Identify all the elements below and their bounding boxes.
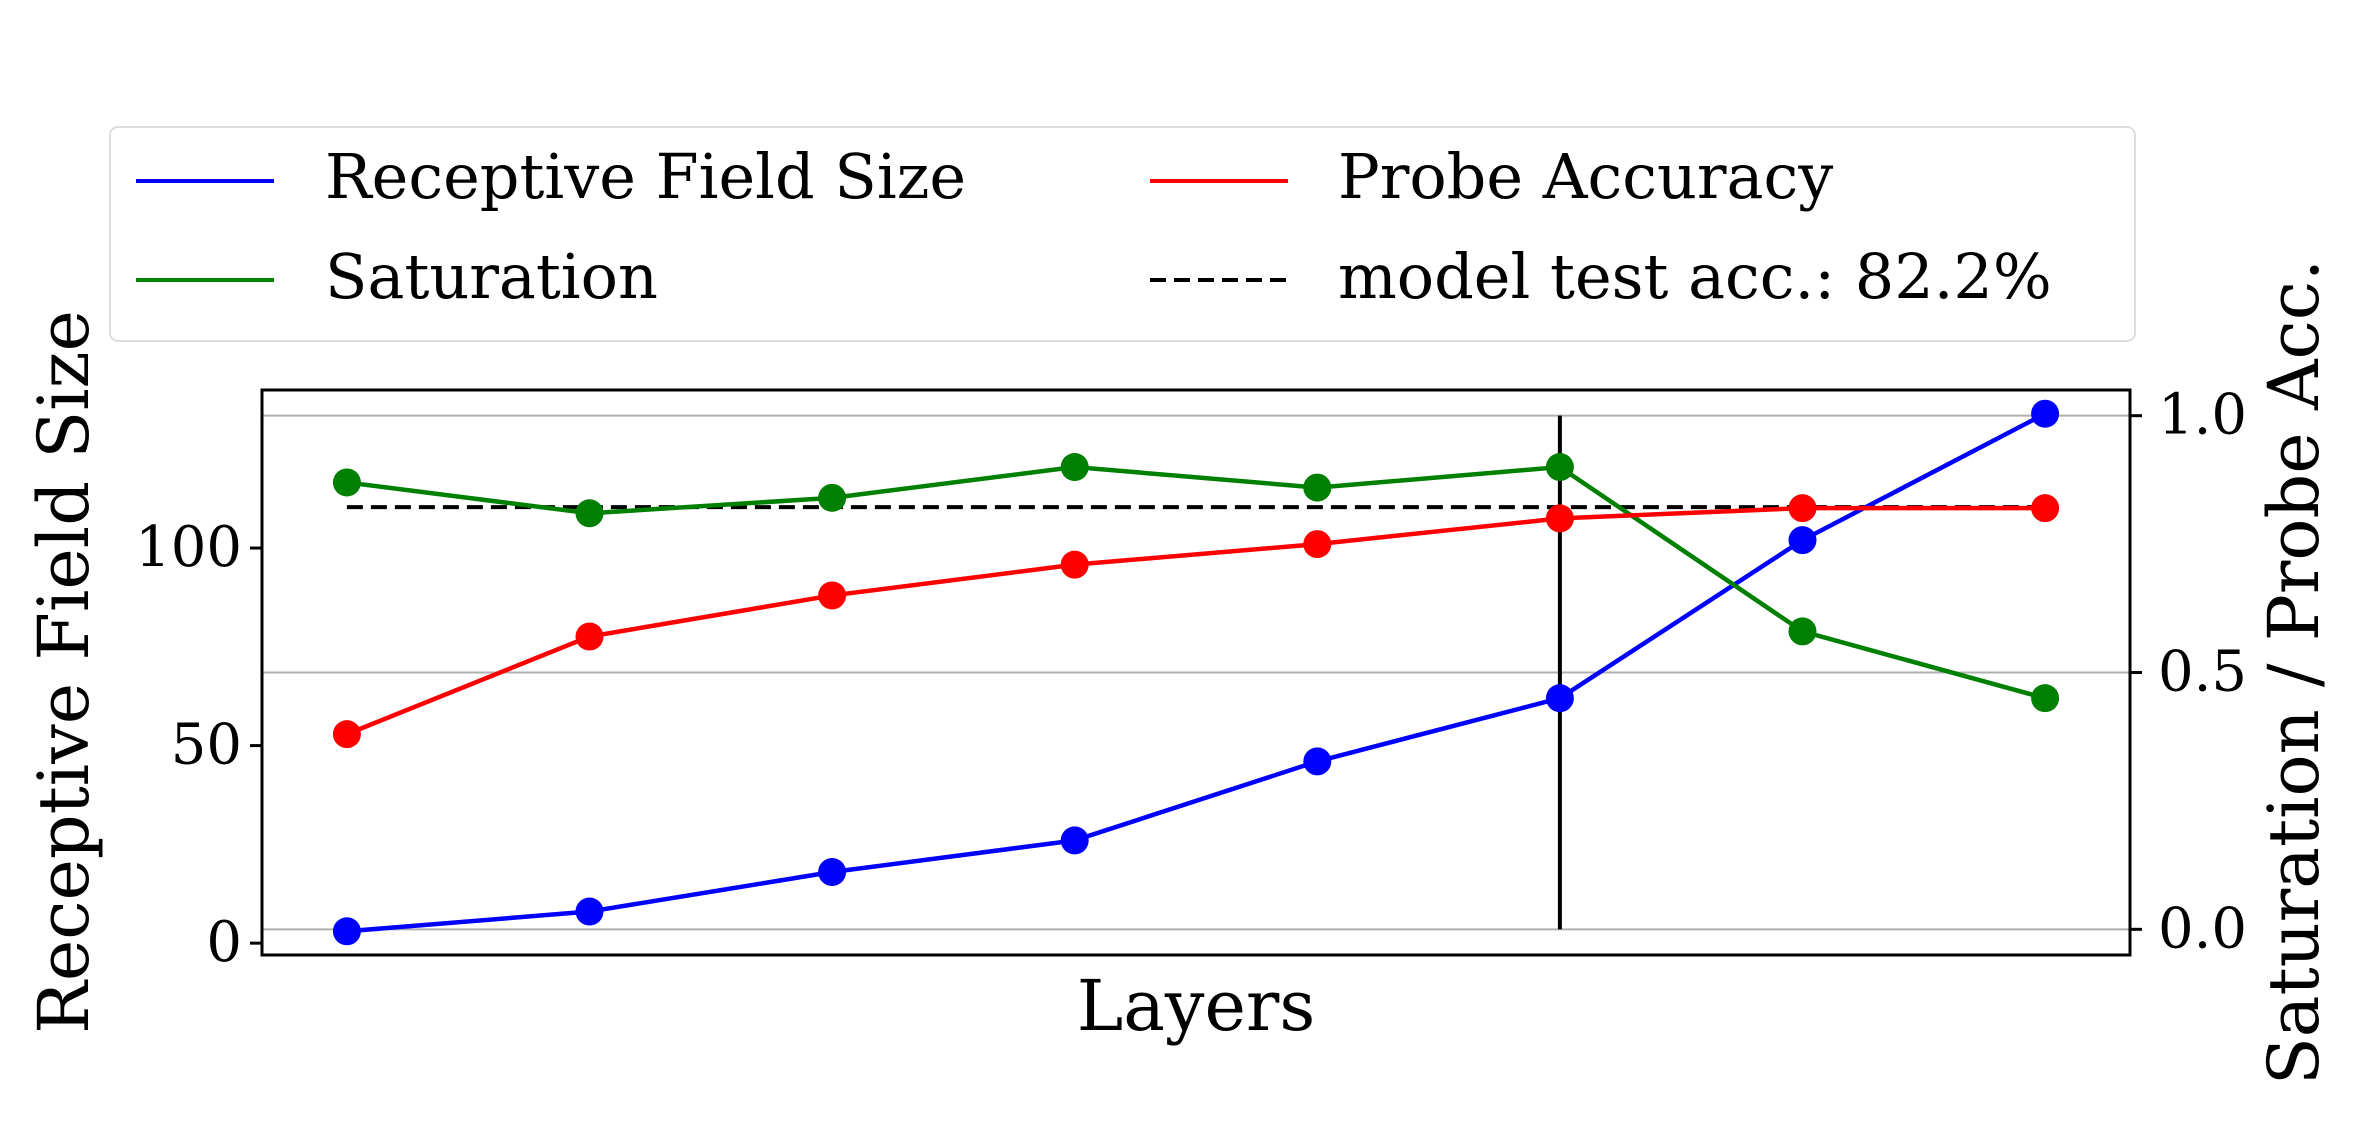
point-probe-accuracy-5: [1303, 530, 1332, 559]
legend-label-probe-accuracy: Probe Accuracy: [1338, 140, 1833, 213]
right-tick-label-0: 0.0: [2158, 896, 2247, 961]
point-probe-accuracy-7: [1788, 494, 1817, 523]
point-saturation-1: [332, 468, 361, 497]
right-tick-label-2: 1.0: [2158, 383, 2247, 448]
point-probe-accuracy-6: [1545, 504, 1574, 533]
point-receptive-field-size-8: [2031, 399, 2060, 428]
left-axis-ticks: 0 50 100: [135, 515, 262, 975]
point-saturation-6: [1545, 453, 1574, 482]
series-layer: [332, 399, 2060, 946]
point-receptive-field-size-3: [818, 858, 847, 887]
x-axis-label: Layers: [1077, 965, 1316, 1047]
legend-label-receptive-field-size: Receptive Field Size: [325, 140, 966, 213]
legend-label-model-test-acc: model test acc.: 82.2%: [1338, 240, 2052, 313]
right-tick-label-1: 0.5: [2158, 640, 2247, 705]
point-saturation-5: [1303, 473, 1332, 502]
point-receptive-field-size-2: [575, 897, 604, 926]
point-probe-accuracy-4: [1060, 550, 1089, 579]
point-saturation-3: [818, 483, 847, 512]
point-receptive-field-size-1: [332, 917, 361, 946]
series-line-receptive-field-size: [346, 411, 2047, 934]
point-receptive-field-size-5: [1303, 747, 1332, 776]
point-probe-accuracy-3: [818, 581, 847, 610]
legend-label-saturation: Saturation: [325, 240, 658, 313]
gridlines: [262, 414, 2130, 931]
plot-area: [260, 388, 2132, 957]
point-saturation-2: [575, 499, 604, 528]
left-tick-label-1: 50: [171, 713, 242, 778]
point-saturation-4: [1060, 453, 1089, 482]
point-receptive-field-size-4: [1060, 826, 1089, 855]
point-probe-accuracy-1: [332, 720, 361, 749]
point-saturation-8: [2031, 684, 2060, 713]
left-tick-label-2: 100: [135, 515, 242, 580]
point-receptive-field-size-6: [1545, 684, 1574, 713]
left-tick-label-0: 0: [206, 910, 242, 975]
right-axis-label: Saturation / Probe Acc.: [2253, 259, 2335, 1085]
point-probe-accuracy-8: [2031, 494, 2060, 523]
legend: Receptive Field Size Probe Accuracy Satu…: [109, 126, 2136, 342]
point-receptive-field-size-7: [1788, 526, 1817, 555]
right-axis-ticks: 0.0 0.5 1.0: [2130, 383, 2247, 961]
series-line-probe-accuracy: [346, 505, 2046, 737]
point-probe-accuracy-2: [575, 622, 604, 651]
series-line-saturation: [346, 464, 2046, 701]
legend-box: [109, 126, 2136, 342]
left-axis-label: Receptive Field Size: [23, 310, 105, 1034]
point-saturation-7: [1788, 617, 1817, 646]
